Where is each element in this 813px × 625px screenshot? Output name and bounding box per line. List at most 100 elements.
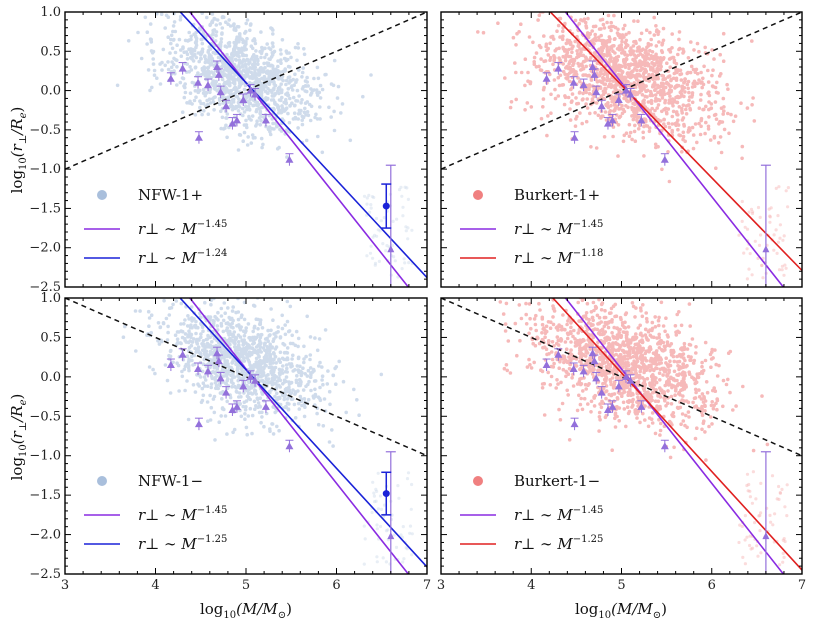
scatter-point: [373, 233, 377, 237]
scatter-point: [542, 413, 547, 417]
scatter-point: [590, 315, 595, 320]
scatter-point: [666, 121, 671, 126]
scatter-point: [298, 111, 302, 116]
scatter-point: [177, 389, 181, 393]
scatter-point: [302, 397, 307, 401]
scatter-point: [249, 386, 254, 390]
scatter-point: [186, 360, 191, 365]
scatter-point: [718, 52, 722, 57]
scatter-point: [372, 195, 376, 200]
scatter-point: [332, 109, 336, 114]
scatter-point: [688, 106, 692, 111]
scatter-point: [548, 41, 552, 46]
scatter-point: [710, 84, 715, 88]
scatter-point: [252, 399, 257, 404]
scatter-point: [644, 119, 648, 124]
scatter-point: [384, 560, 388, 564]
scatter-point: [158, 62, 162, 66]
scatter-point: [246, 322, 251, 326]
scatter-point: [295, 374, 299, 378]
scatter-point: [299, 373, 304, 378]
scatter-point: [244, 65, 248, 69]
scatter-point: [781, 238, 785, 242]
scatter-point: [677, 310, 681, 314]
scatter-point: [182, 95, 187, 100]
scatter-point: [740, 219, 744, 223]
scatter-point: [372, 494, 376, 498]
scatter-point: [368, 251, 373, 255]
scatter-point: [184, 340, 189, 344]
scatter-point: [328, 402, 332, 407]
scatter-point: [312, 369, 316, 373]
scatter-point: [650, 93, 655, 98]
scatter-point: [635, 115, 640, 119]
triangle-marker: [592, 88, 601, 96]
scatter-point: [253, 65, 258, 70]
triangle-marker: [590, 70, 599, 78]
scatter-point: [690, 95, 694, 99]
scatter-point: [232, 47, 236, 52]
scatter-point: [248, 75, 252, 79]
scatter-point: [534, 65, 539, 69]
scatter-point: [669, 394, 674, 399]
scatter-point: [295, 88, 300, 93]
scatter-point: [589, 78, 594, 82]
scatter-point: [290, 88, 295, 92]
scatter-point: [193, 34, 198, 38]
scatter-point: [254, 79, 259, 83]
scatter-point: [332, 128, 337, 133]
scatter-point: [220, 60, 224, 64]
scatter-point: [632, 129, 637, 134]
scatter-point: [260, 415, 264, 419]
scatter-point: [201, 329, 205, 334]
scatter-point: [667, 101, 671, 105]
scatter-point: [553, 87, 557, 92]
scatter-point: [175, 43, 179, 47]
scatter-point: [624, 56, 629, 61]
scatter-point: [577, 91, 582, 95]
scatter-point: [275, 124, 279, 129]
scatter-point: [187, 363, 191, 368]
scatter-point: [175, 341, 180, 346]
scatter-point: [641, 55, 645, 59]
scatter-point: [317, 364, 321, 368]
scatter-point: [640, 93, 645, 97]
scatter-point: [275, 391, 279, 396]
scatter-point: [202, 67, 206, 71]
scatter-point: [678, 68, 683, 73]
scatter-point: [250, 73, 255, 77]
scatter-point: [219, 321, 224, 326]
scatter-point: [218, 42, 223, 47]
scatter-point: [223, 90, 227, 95]
scatter-point: [379, 372, 384, 377]
scatter-point: [287, 51, 291, 55]
scatter-point: [256, 333, 261, 337]
scatter-point: [406, 197, 410, 201]
scatter-point: [241, 139, 245, 143]
scatter-point: [188, 325, 193, 330]
y-tick-label: −1.0: [29, 449, 61, 464]
scatter-point: [624, 32, 628, 37]
scatter-point: [653, 431, 658, 436]
scatter-point: [260, 49, 264, 53]
scatter-point: [596, 113, 601, 118]
scatter-point: [200, 386, 205, 391]
scatter-point: [647, 57, 652, 61]
scatter-point: [213, 17, 217, 21]
y-tick-label: −0.5: [29, 409, 61, 424]
scatter-point: [163, 363, 168, 367]
scatter-point: [285, 401, 290, 406]
scatter-point: [609, 96, 613, 101]
scatter-point: [333, 366, 337, 371]
scatter-point: [203, 384, 207, 388]
scatter-point: [361, 94, 365, 99]
scatter-point: [245, 18, 250, 22]
scatter-point: [190, 358, 194, 363]
scatter-point: [298, 364, 302, 369]
scatter-point: [616, 33, 621, 38]
scatter-point: [612, 44, 616, 48]
scatter-point: [708, 138, 713, 142]
scatter-point: [221, 73, 226, 78]
scatter-point: [408, 524, 413, 528]
scatter-point: [613, 416, 617, 421]
